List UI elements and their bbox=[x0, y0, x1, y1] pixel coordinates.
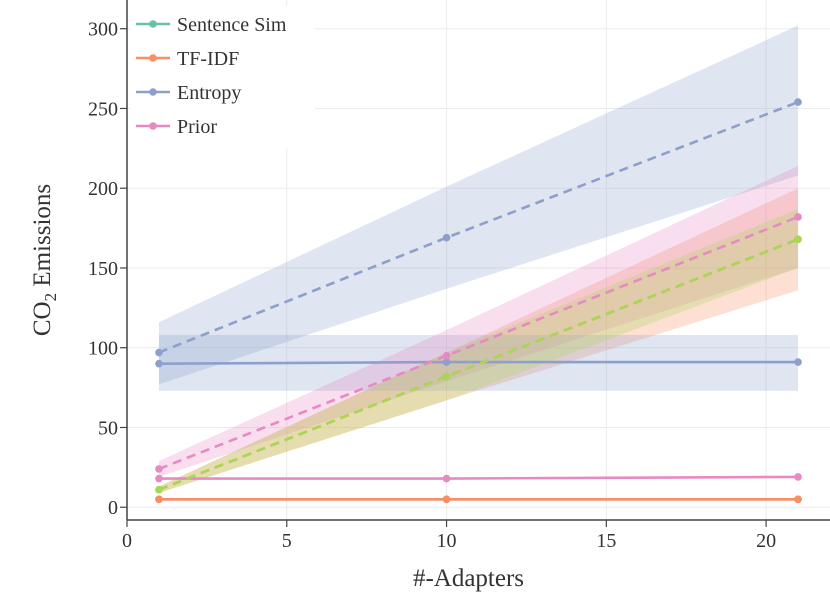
y-tick-label: 50 bbox=[98, 417, 118, 439]
tf-idf-solid-line-point bbox=[794, 495, 802, 504]
legend-swatch-marker bbox=[149, 54, 157, 62]
tf-idf-solid-line-point bbox=[155, 495, 163, 504]
tf-idf-dashed-band bbox=[158, 188, 799, 493]
entropy-dashed-band bbox=[158, 25, 799, 385]
legend-item-entropy: Entropy bbox=[136, 82, 241, 104]
x-tick-label: 15 bbox=[596, 530, 616, 552]
y-axis-title-subscript: 2 bbox=[41, 293, 60, 302]
entropy-dashed-line-point bbox=[442, 233, 451, 242]
extra-dashed-line-point bbox=[794, 235, 802, 244]
prior-dashed-line-point bbox=[442, 351, 451, 360]
extra-dashed-line-point bbox=[442, 372, 451, 381]
entropy-dashed-line-point bbox=[794, 98, 802, 106]
axis-layer bbox=[126, 0, 830, 521]
x-tick-label: 20 bbox=[756, 530, 776, 552]
legend-item-sentence-sim: Sentence Sim bbox=[136, 14, 287, 36]
x-tick-label: 0 bbox=[122, 530, 132, 552]
y-tick-label: 300 bbox=[88, 19, 118, 41]
legend-label: TF-IDF bbox=[177, 48, 239, 70]
y-axis-title: CO2 Emissions bbox=[29, 184, 60, 336]
legend-label: Prior bbox=[177, 116, 217, 138]
y-axis-title-suffix: Emissions bbox=[29, 184, 56, 293]
legend-swatch-marker bbox=[149, 20, 157, 28]
y-tick-label: 100 bbox=[88, 338, 118, 360]
legend-swatch-marker bbox=[149, 88, 157, 96]
entropy-solid-line-point bbox=[794, 358, 802, 366]
legend-label: Entropy bbox=[177, 82, 241, 104]
legend-label: Sentence Sim bbox=[177, 14, 287, 36]
y-tick-label: 250 bbox=[88, 98, 118, 120]
legend: Sentence Sim TF-IDF Entropy Prior bbox=[130, 6, 315, 148]
point-layer bbox=[155, 98, 802, 504]
prior-dashed-line-point bbox=[794, 213, 802, 221]
prior-dashed-line bbox=[158, 215, 799, 471]
legend-item-tf-idf: TF-IDF bbox=[136, 48, 239, 70]
entropy-dashed-line bbox=[158, 100, 799, 354]
prior-solid-line-point bbox=[794, 473, 802, 481]
y-tick-label: 0 bbox=[108, 497, 118, 519]
y-axis-title-prefix: CO bbox=[29, 301, 56, 336]
x-axis-title: #-Adapters bbox=[413, 565, 524, 592]
band-layer bbox=[158, 25, 799, 493]
y-tick-label: 200 bbox=[88, 178, 118, 200]
x-tick-label: 5 bbox=[282, 530, 292, 552]
prior-solid-line-point bbox=[442, 474, 451, 483]
extra-dashed-line bbox=[158, 238, 799, 491]
prior-solid-line bbox=[158, 475, 799, 480]
entropy-solid-line-point bbox=[155, 359, 163, 368]
legend-swatch-marker bbox=[149, 122, 157, 130]
entropy-solid-line-point bbox=[442, 358, 451, 366]
x-tick-label: 10 bbox=[437, 530, 457, 552]
prior-solid-line-point bbox=[155, 474, 163, 483]
legend-item-prior: Prior bbox=[136, 116, 217, 138]
tf-idf-solid-line-point bbox=[442, 495, 451, 504]
legend-background bbox=[130, 6, 315, 148]
y-tick-label: 150 bbox=[88, 258, 118, 280]
prior-dashed-line-point bbox=[155, 465, 163, 473]
extra-dashed-line-point bbox=[155, 485, 163, 494]
entropy-dashed-line-point bbox=[155, 348, 163, 357]
prior-dashed-band bbox=[158, 165, 799, 477]
